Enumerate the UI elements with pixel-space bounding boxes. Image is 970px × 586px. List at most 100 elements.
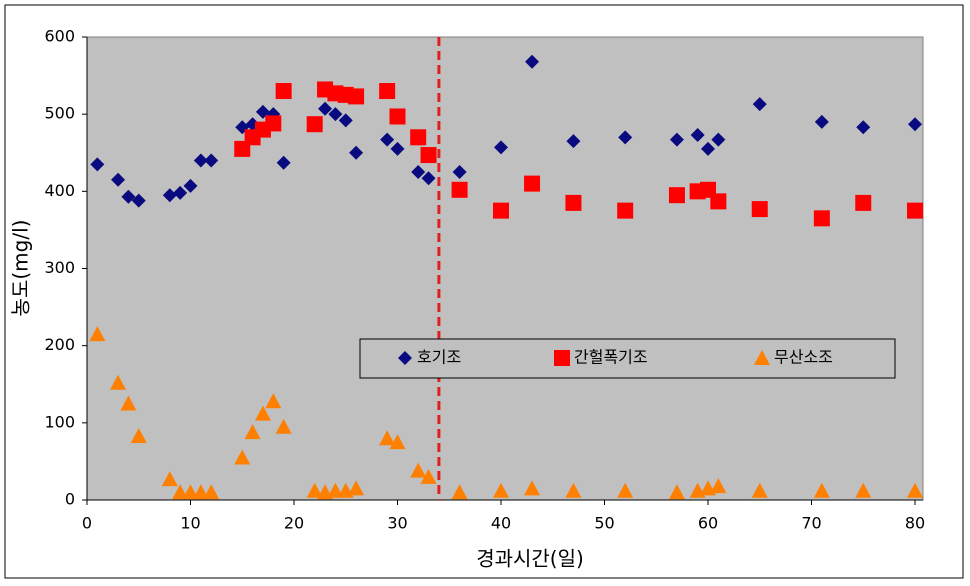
- diamond-point: [193, 153, 208, 168]
- square-point: [907, 202, 923, 219]
- square-point: [306, 116, 323, 133]
- x-tick-label: 10: [180, 514, 200, 533]
- x-tick-label: 70: [801, 514, 821, 533]
- x-axis-title: 경과시간(일): [476, 547, 584, 571]
- triangle-point: [668, 484, 685, 500]
- diamond-point: [669, 132, 684, 147]
- x-tick-label: 30: [387, 514, 407, 533]
- diamond-point: [111, 172, 126, 187]
- diamond-point: [908, 117, 922, 132]
- square-point: [389, 108, 406, 125]
- diamond-point: [390, 141, 405, 156]
- square-point: [493, 202, 509, 219]
- diamond-point: [162, 188, 177, 203]
- square-point: [451, 181, 468, 198]
- triangle-point: [410, 462, 427, 478]
- square-point: [751, 201, 768, 218]
- diamond-point: [380, 132, 395, 147]
- triangle-point: [182, 484, 199, 500]
- y-tick-label: 500: [44, 104, 75, 123]
- diamond-point: [131, 193, 146, 208]
- triangle-point: [89, 326, 106, 342]
- triangle-point: [234, 449, 251, 465]
- triangle-point: [710, 478, 727, 494]
- triangle-point: [130, 427, 147, 443]
- triangle-point: [389, 434, 406, 450]
- square-point: [420, 147, 437, 164]
- y-tick-label: 600: [44, 27, 75, 46]
- x-tick-label: 60: [698, 514, 718, 533]
- triangle-point: [907, 482, 923, 498]
- triangle-point: [420, 468, 437, 484]
- diamond-point: [421, 171, 436, 186]
- triangle-point: [754, 350, 770, 365]
- diamond-point: [398, 351, 412, 365]
- triangle-point: [172, 484, 189, 500]
- square-point: [813, 210, 830, 227]
- diamond-point: [276, 155, 291, 170]
- diamond-point: [814, 114, 829, 129]
- triangle-point: [306, 482, 323, 498]
- diamond-point: [856, 120, 871, 135]
- triangle-point: [275, 418, 292, 434]
- x-tick-label: 0: [82, 514, 92, 533]
- diamond-point: [204, 153, 219, 168]
- y-tick-label: 400: [44, 181, 75, 200]
- y-tick-label: 200: [44, 335, 75, 354]
- diamond-point: [255, 104, 270, 119]
- triangle-point: [327, 482, 344, 498]
- diamond-point: [338, 113, 353, 128]
- x-tick-label: 20: [284, 514, 304, 533]
- legend-label: 간헐폭기조: [574, 348, 648, 367]
- square-point: [554, 350, 570, 366]
- y-tick-label: 300: [44, 258, 75, 277]
- square-point: [855, 194, 872, 211]
- triangle-point: [617, 482, 634, 498]
- triangle-point: [565, 482, 582, 498]
- diamond-point: [711, 132, 726, 147]
- triangle-point: [161, 471, 178, 487]
- plot-area: [86, 36, 924, 501]
- triangle-point: [379, 430, 396, 446]
- triangle-point: [524, 480, 541, 496]
- triangle-point: [254, 405, 271, 421]
- diamond-point: [411, 165, 426, 180]
- diamond-point: [183, 178, 198, 193]
- triangle-point: [265, 393, 282, 409]
- legend-label: 호기조: [417, 348, 461, 367]
- diamond-point: [349, 145, 364, 160]
- triangle-point: [855, 482, 872, 498]
- square-point: [410, 129, 427, 146]
- diamond-point: [566, 134, 581, 149]
- square-point: [379, 83, 396, 100]
- triangle-point: [203, 484, 220, 500]
- square-point: [710, 193, 727, 210]
- y-tick-label: 100: [44, 412, 75, 431]
- diamond-point: [752, 97, 767, 112]
- square-point: [617, 202, 634, 219]
- y-axis-title: 농도(mg/l): [9, 220, 33, 317]
- diamond-point: [701, 141, 715, 156]
- diamond-point: [618, 130, 633, 145]
- diamond-point: [690, 128, 705, 143]
- diamond-point: [90, 157, 105, 172]
- diamond-point: [173, 185, 188, 200]
- legend-box: [359, 338, 896, 379]
- square-point: [668, 187, 685, 204]
- square-point: [275, 83, 292, 100]
- x-tick-label: 80: [905, 514, 925, 533]
- diamond-point: [525, 54, 540, 69]
- x-tick-label: 40: [491, 514, 511, 533]
- y-tick-label: 0: [65, 490, 75, 509]
- triangle-point: [493, 482, 509, 498]
- diamond-point: [121, 189, 136, 204]
- legend-label: 무산소조: [774, 348, 833, 367]
- diamond-point: [318, 101, 333, 116]
- triangle-point: [813, 482, 830, 498]
- triangle-point: [348, 480, 365, 496]
- triangle-point: [751, 482, 768, 498]
- triangle-point: [120, 395, 137, 411]
- square-point: [565, 194, 582, 211]
- diamond-point: [328, 107, 343, 122]
